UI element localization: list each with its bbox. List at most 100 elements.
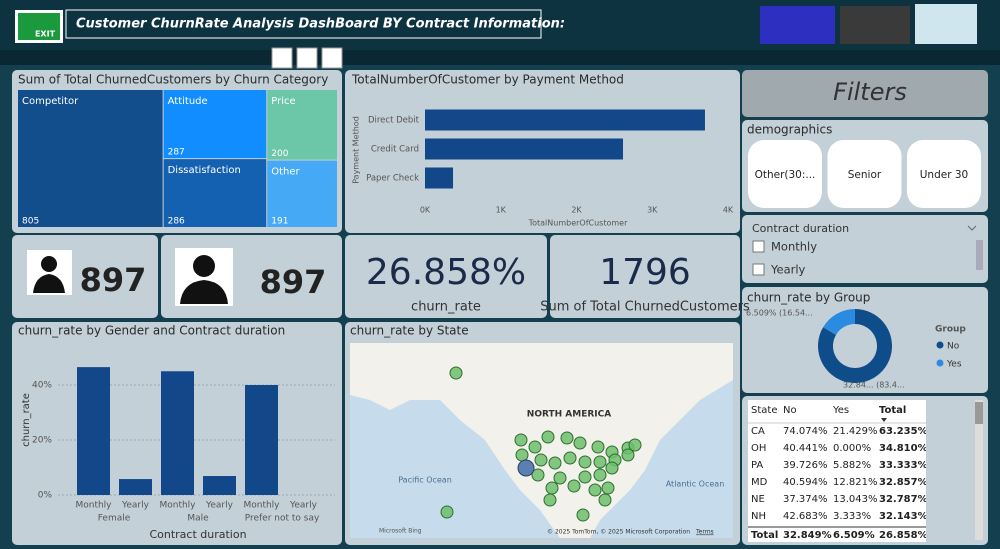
focus-button[interactable]	[296, 47, 318, 69]
donut-slice	[818, 309, 893, 383]
table-cell: 3.333%	[833, 511, 871, 522]
treemap-tile	[267, 90, 337, 160]
bar	[119, 479, 152, 495]
x-tick-label: Yearly	[289, 501, 318, 511]
male-icon-head	[193, 255, 215, 277]
group-label: Male	[187, 514, 209, 524]
map-land	[350, 343, 733, 538]
table-cell: 74.074%	[783, 426, 828, 437]
table-cell: NH	[751, 511, 766, 522]
data-label: 32.84... (83.4...	[843, 381, 905, 390]
x-tick-label: Yearly	[121, 501, 150, 511]
map-bubble	[601, 481, 615, 495]
table-cell: 40.441%	[783, 443, 828, 454]
table-cell: 12.821%	[833, 477, 878, 488]
table-cell: NE	[751, 494, 765, 505]
nav-image[interactable]	[760, 6, 835, 44]
bar	[161, 371, 194, 495]
tile-label: Attitude	[168, 96, 208, 107]
table-header: State	[751, 405, 777, 416]
y-tick-label: Direct Debit	[368, 116, 420, 126]
panel	[742, 287, 988, 393]
nav-image[interactable]	[915, 4, 977, 44]
map-bubble	[591, 440, 605, 454]
table-cell: 5.882%	[833, 460, 871, 471]
bar	[77, 367, 110, 495]
map-terms[interactable]: Terms	[695, 529, 714, 536]
map-bubble	[531, 468, 545, 482]
map-title: churn_rate by State	[350, 324, 469, 338]
map-bubble	[621, 448, 635, 462]
map-bubble	[573, 436, 587, 450]
map-bubble	[605, 461, 619, 475]
slicer-button[interactable]	[907, 140, 981, 208]
slicer-title: Contract duration	[752, 222, 849, 235]
map-bubble	[534, 453, 548, 467]
checkbox[interactable]	[752, 263, 765, 276]
bar	[425, 109, 705, 131]
filters-title: Filters	[833, 78, 907, 106]
table-cell: 32.143%	[879, 511, 928, 522]
tile-label: Price	[271, 96, 295, 107]
tile-value: 805	[22, 217, 39, 227]
bar	[245, 385, 278, 495]
map-bubble	[563, 451, 577, 465]
bar	[425, 167, 454, 189]
more-button[interactable]	[321, 47, 343, 69]
y-axis-label: Payment Method	[352, 116, 361, 184]
table	[748, 400, 926, 542]
male-icon-body	[180, 280, 228, 304]
chevron[interactable]	[967, 225, 977, 231]
bar	[425, 138, 624, 160]
treemap-tile	[18, 90, 163, 227]
x-tick-label: Monthly	[159, 501, 196, 511]
checkbox[interactable]	[752, 240, 765, 253]
table-cell: 21.429%	[833, 426, 878, 437]
x-tick-label: 2K	[571, 206, 582, 215]
slicer-button[interactable]	[748, 140, 822, 208]
slicer-option: Under 30	[920, 169, 968, 181]
map-bubble	[598, 493, 612, 507]
kpi-label: Sum of Total ChurnedCustomers	[540, 300, 750, 315]
table-total: 6.509%	[833, 530, 875, 541]
table-cell: MD	[751, 477, 768, 488]
tile-label: Dissatisfaction	[168, 165, 241, 176]
legend-title: Group	[935, 325, 966, 335]
tile-value: 286	[168, 217, 185, 227]
map-provider: Microsoft Bing	[379, 528, 422, 535]
x-tick-label: 0K	[420, 206, 431, 215]
bar-title: churn_rate by Gender and Contract durati…	[18, 324, 285, 338]
data-label: 6.509% (16.54...	[746, 309, 813, 318]
map-bubble	[548, 456, 562, 470]
legend-marker	[936, 341, 944, 349]
nav-image[interactable]	[840, 6, 910, 44]
scrollbar-thumb[interactable]	[975, 402, 983, 424]
filter-button[interactable]	[271, 47, 293, 69]
tile-label: Other	[271, 167, 300, 178]
kpi-label: churn_rate	[411, 300, 481, 315]
table-cell: PA	[751, 460, 763, 471]
y-tick-label: 0%	[38, 491, 53, 501]
map-bubble	[578, 455, 592, 469]
map-bubble	[440, 505, 454, 519]
x-axis-label: Contract duration	[149, 528, 246, 541]
group-label: Female	[98, 514, 131, 524]
map-bubble	[528, 440, 542, 454]
header-strip	[0, 50, 1000, 65]
scrollbar[interactable]	[976, 240, 983, 270]
treemap-title: Sum of Total ChurnedCustomers by Churn C…	[18, 73, 328, 87]
table-header: Yes	[832, 405, 849, 416]
x-tick-label: Monthly	[243, 501, 280, 511]
x-tick-label: Yearly	[205, 501, 234, 511]
table-cell: 32.787%	[879, 494, 928, 505]
panel	[742, 70, 988, 117]
table-cell: 40.594%	[783, 477, 828, 488]
group-label: Prefer not to say	[245, 514, 320, 524]
table-cell: 39.726%	[783, 460, 828, 471]
scrollbar[interactable]	[975, 400, 983, 540]
slicer-option: Other(30:...	[755, 169, 816, 181]
legend-label: Yes	[946, 360, 962, 370]
table-header: Total	[879, 405, 906, 416]
slicer-button[interactable]	[827, 140, 902, 208]
